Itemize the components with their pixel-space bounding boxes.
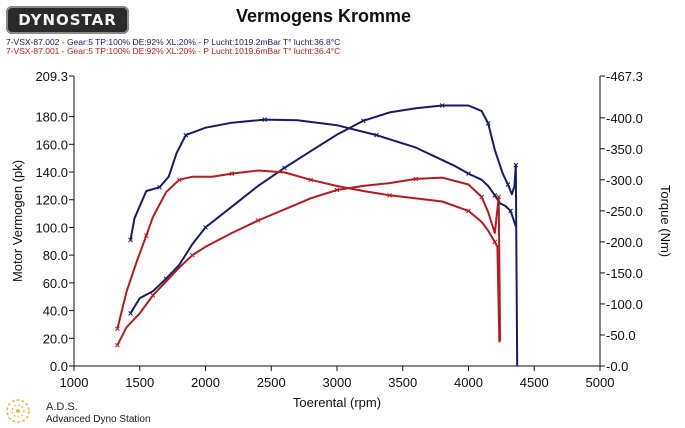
y-tick-label: 140.0 xyxy=(35,165,68,180)
data-point-7-VSX-87.002-power xyxy=(485,121,491,126)
data-point-7-VSX-87.001-power xyxy=(189,252,195,258)
x-tick-label: 4000 xyxy=(454,375,483,390)
data-point-7-VSX-87.001-power xyxy=(150,292,156,298)
data-point-7-VSX-87.001-power xyxy=(334,187,340,193)
run-legend-1: 7-VSX-87.002 - Gear:5 TP:100% DE:92% XL:… xyxy=(6,37,341,47)
series-line-7-VSX-87.001-torque xyxy=(116,169,501,343)
chart-labels: 1000 1500 2000 2500 3000 3500 4000 4500 5000 0.0 2… xyxy=(10,69,673,410)
data-point-7-VSX-87.001-torque xyxy=(229,171,235,176)
data-point-7-VSX-87.002-power xyxy=(439,103,445,108)
y-tick-label: 20.0 xyxy=(43,331,68,346)
y-tick-label: 40.0 xyxy=(43,304,68,319)
dynostar-logo: DYNOSTAR xyxy=(6,6,129,34)
data-point-7-VSX-87.001-torque xyxy=(115,326,120,332)
y2-tick-label: -350.0 xyxy=(606,142,643,157)
y2-tick-label: -0.0 xyxy=(606,359,628,374)
ads-name: A.D.S. xyxy=(46,401,78,413)
y2-tick-label: -400.0 xyxy=(606,111,643,126)
y2-tick-label: -300.0 xyxy=(606,173,643,188)
x-tick-label: 2500 xyxy=(257,375,286,390)
x-tick-label: 3500 xyxy=(388,375,417,390)
data-point-7-VSX-87.002-torque xyxy=(262,117,268,122)
x-axis-label: Toerental (rpm) xyxy=(293,395,381,410)
data-point-7-VSX-87.002-torque xyxy=(508,208,513,214)
x-tick-label: 5000 xyxy=(586,375,615,390)
y2-tick-label: -100.0 xyxy=(606,297,643,312)
x-tick-label: 3000 xyxy=(323,375,352,390)
y2-axis-label: Torque (Nm) xyxy=(658,185,673,257)
y-tick-label: 160.0 xyxy=(35,137,68,152)
y2-tick-label: -467.3 xyxy=(606,69,643,84)
data-point-7-VSX-87.002-power xyxy=(360,118,366,124)
data-point-7-VSX-87.002-torque xyxy=(466,171,471,176)
data-point-7-VSX-87.002-power xyxy=(282,165,287,171)
data-point-7-VSX-87.001-torque xyxy=(308,177,314,183)
data-point-7-VSX-87.002-power xyxy=(203,225,208,230)
x-tick-label: 1000 xyxy=(60,375,89,390)
x-tick-label: 1500 xyxy=(125,375,154,390)
y2-tick-label: -200.0 xyxy=(606,235,643,250)
y2-tick-label: -250.0 xyxy=(606,204,643,219)
data-point-7-VSX-87.002-power xyxy=(505,182,511,187)
data-point-7-VSX-87.001-power xyxy=(115,342,120,348)
run-legend-2: 7-VSX-87.001 - Gear:5 TP:100% DE:92% XL:… xyxy=(6,46,341,56)
ads-logo-icon xyxy=(6,399,30,423)
y2-tick-label: -150.0 xyxy=(606,266,643,281)
series-line-7-VSX-87.001-power xyxy=(116,176,502,346)
data-point-7-VSX-87.002-torque xyxy=(157,184,162,190)
logo-text: DYNOSTAR xyxy=(18,11,117,29)
ads-subtitle: Advanced Dyno Station xyxy=(46,414,151,425)
data-point-7-VSX-87.002-torque xyxy=(128,237,133,243)
data-point-7-VSX-87.001-power xyxy=(479,194,485,200)
data-point-7-VSX-87.001-power xyxy=(496,194,502,200)
data-point-7-VSX-87.001-torque xyxy=(143,233,149,239)
y-tick-label: 80.0 xyxy=(43,248,68,263)
y-axis-label: Motor Vermogen (pk) xyxy=(10,160,25,282)
data-point-7-VSX-87.001-torque xyxy=(176,177,182,183)
x-tick-label: 4500 xyxy=(520,375,549,390)
x-tick-label: 2000 xyxy=(191,375,220,390)
y-tick-label: 209.3 xyxy=(35,69,68,84)
y2-tick-label: -50.0 xyxy=(606,328,636,343)
y-tick-label: 120.0 xyxy=(35,193,68,208)
chart-series xyxy=(115,103,519,367)
y-tick-label: 0.0 xyxy=(50,359,68,374)
data-point-7-VSX-87.002-torque xyxy=(183,132,189,138)
data-point-7-VSX-87.002-torque xyxy=(374,132,379,138)
y-tick-label: 180.0 xyxy=(35,110,68,125)
data-point-7-VSX-87.001-power xyxy=(413,176,419,182)
y-tick-label: 100.0 xyxy=(35,220,68,235)
chart-axes xyxy=(69,75,605,371)
y-tick-label: 60.0 xyxy=(43,276,68,291)
data-point-7-VSX-87.001-power xyxy=(255,218,261,223)
data-point-7-VSX-87.001-torque xyxy=(387,192,392,198)
series-line-7-VSX-87.002-power xyxy=(129,104,519,367)
data-point-7-VSX-87.002-power xyxy=(128,310,133,316)
data-point-7-VSX-87.002-torque xyxy=(492,192,498,198)
data-point-7-VSX-87.001-torque xyxy=(492,239,498,245)
chart-title: Vermogens Kromme xyxy=(236,6,412,26)
data-point-7-VSX-87.002-power xyxy=(513,162,519,168)
series-line-7-VSX-87.002-torque xyxy=(129,118,517,241)
data-point-7-VSX-87.001-torque xyxy=(466,208,471,214)
